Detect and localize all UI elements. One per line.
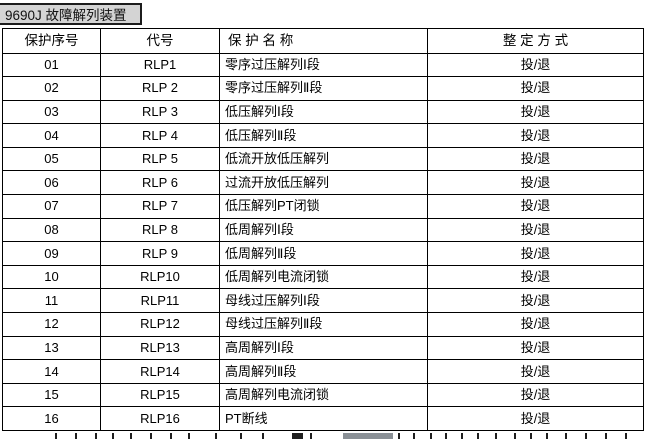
column-header-name: 保 护 名 称 xyxy=(219,28,428,54)
cell-code: RLP1 xyxy=(100,52,220,78)
cell-protection-name: 低周解列Ⅱ段 xyxy=(219,241,428,266)
clipped-next-line-fragments xyxy=(0,433,645,439)
cell-code: RLP 4 xyxy=(100,123,220,148)
cell-code: RLP11 xyxy=(100,288,220,314)
cell-setting-mode: 投/退 xyxy=(427,194,644,219)
cell-code: RLP 7 xyxy=(100,194,220,219)
column-header-code: 代号 xyxy=(100,28,220,54)
cell-setting-mode: 投/退 xyxy=(427,382,644,408)
cell-protection-name: 高周解列Ⅰ段 xyxy=(219,335,428,361)
table-row: 10 RLP10 低周解列电流闭锁 投/退 xyxy=(2,264,644,290)
cell-protection-seq: 02 xyxy=(2,76,101,101)
cell-setting-mode: 投/退 xyxy=(427,217,644,243)
cell-protection-name: 低压解列Ⅱ段 xyxy=(219,123,428,148)
cell-setting-mode: 投/退 xyxy=(427,359,644,384)
header-row: 保护序号 代号 保 护 名 称 整 定 方 式 xyxy=(2,28,644,54)
cell-setting-mode: 投/退 xyxy=(427,146,644,172)
table-row: 12 RLP12 母线过压解列Ⅱ段 投/退 xyxy=(2,312,644,337)
table-row: 09 RLP 9 低周解列Ⅱ段 投/退 xyxy=(2,241,644,266)
cell-code: RLP 6 xyxy=(100,170,220,196)
cell-setting-mode: 投/退 xyxy=(427,52,644,78)
cell-code: RLP12 xyxy=(100,312,220,337)
cell-protection-name: 高周解列Ⅱ段 xyxy=(219,359,428,384)
cell-protection-seq: 03 xyxy=(2,99,101,125)
cell-code: RLP10 xyxy=(100,264,220,290)
cell-setting-mode: 投/退 xyxy=(427,264,644,290)
cell-protection-seq: 16 xyxy=(2,406,101,431)
cell-code: RLP 9 xyxy=(100,241,220,266)
cell-protection-seq: 14 xyxy=(2,359,101,384)
cell-setting-mode: 投/退 xyxy=(427,288,644,314)
table-row: 03 RLP 3 低压解列Ⅰ段 投/退 xyxy=(2,99,644,125)
cell-code: RLP 2 xyxy=(100,76,220,101)
cell-protection-name: 零序过压解列Ⅱ段 xyxy=(219,76,428,101)
table-body: 01 RLP1 零序过压解列Ⅰ段 投/退 02 RLP 2 零序过压解列Ⅱ段 投… xyxy=(2,52,644,431)
table-row: 15 RLP15 高周解列电流闭锁 投/退 xyxy=(2,382,644,408)
cell-code: RLP 5 xyxy=(100,146,220,172)
table-row: 14 RLP14 高周解列Ⅱ段 投/退 xyxy=(2,359,644,384)
table-row: 11 RLP11 母线过压解列Ⅰ段 投/退 xyxy=(2,288,644,314)
cell-protection-name: 母线过压解列Ⅰ段 xyxy=(219,288,428,314)
document-title-box: 9690J 故障解列装置 xyxy=(0,3,142,25)
table-row: 04 RLP 4 低压解列Ⅱ段 投/退 xyxy=(2,123,644,148)
cell-protection-seq: 10 xyxy=(2,264,101,290)
cell-protection-seq: 09 xyxy=(2,241,101,266)
table-row: 08 RLP 8 低周解列Ⅰ段 投/退 xyxy=(2,217,644,243)
cell-protection-name: 零序过压解列Ⅰ段 xyxy=(219,52,428,78)
cell-setting-mode: 投/退 xyxy=(427,335,644,361)
table-row: 13 RLP13 高周解列Ⅰ段 投/退 xyxy=(2,335,644,361)
cell-protection-seq: 08 xyxy=(2,217,101,243)
cell-setting-mode: 投/退 xyxy=(427,241,644,266)
cell-code: RLP13 xyxy=(100,335,220,361)
cell-protection-name: 母线过压解列Ⅱ段 xyxy=(219,312,428,337)
table-row: 02 RLP 2 零序过压解列Ⅱ段 投/退 xyxy=(2,76,644,101)
cell-protection-seq: 12 xyxy=(2,312,101,337)
cell-setting-mode: 投/退 xyxy=(427,170,644,196)
cell-setting-mode: 投/退 xyxy=(427,123,644,148)
cell-protection-seq: 06 xyxy=(2,170,101,196)
cell-protection-name: 低压解列Ⅰ段 xyxy=(219,99,428,125)
cell-protection-seq: 05 xyxy=(2,146,101,172)
cell-protection-name: 低周解列Ⅰ段 xyxy=(219,217,428,243)
cell-protection-name: PT断线 xyxy=(219,406,428,431)
cell-code: RLP15 xyxy=(100,382,220,408)
cell-protection-seq: 07 xyxy=(2,194,101,219)
cell-protection-seq: 11 xyxy=(2,288,101,314)
table-row: 01 RLP1 零序过压解列Ⅰ段 投/退 xyxy=(2,52,644,78)
column-header-setting: 整 定 方 式 xyxy=(427,28,644,54)
cell-setting-mode: 投/退 xyxy=(427,76,644,101)
cell-setting-mode: 投/退 xyxy=(427,312,644,337)
cell-protection-name: 过流开放低压解列 xyxy=(219,170,428,196)
cell-protection-seq: 15 xyxy=(2,382,101,408)
cell-setting-mode: 投/退 xyxy=(427,99,644,125)
table-row: 16 RLP16 PT断线 投/退 xyxy=(2,406,644,431)
cell-setting-mode: 投/退 xyxy=(427,406,644,431)
cell-protection-name: 低周解列电流闭锁 xyxy=(219,264,428,290)
cell-protection-name: 高周解列电流闭锁 xyxy=(219,382,428,408)
document-title: 9690J 故障解列装置 xyxy=(5,8,127,23)
cell-protection-name: 低压解列PT闭锁 xyxy=(219,194,428,219)
cell-protection-seq: 13 xyxy=(2,335,101,361)
cell-code: RLP16 xyxy=(100,406,220,431)
table-row: 07 RLP 7 低压解列PT闭锁 投/退 xyxy=(2,194,644,219)
cell-protection-seq: 04 xyxy=(2,123,101,148)
cell-code: RLP14 xyxy=(100,359,220,384)
cell-code: RLP 3 xyxy=(100,99,220,125)
column-header-seq: 保护序号 xyxy=(2,28,101,54)
cell-protection-seq: 01 xyxy=(2,52,101,78)
protection-settings-table: 保护序号 代号 保 护 名 称 整 定 方 式 01 RLP1 零序过压解列Ⅰ段… xyxy=(2,28,644,431)
cell-code: RLP 8 xyxy=(100,217,220,243)
cell-protection-name: 低流开放低压解列 xyxy=(219,146,428,172)
table-row: 05 RLP 5 低流开放低压解列 投/退 xyxy=(2,146,644,172)
table-row: 06 RLP 6 过流开放低压解列 投/退 xyxy=(2,170,644,196)
